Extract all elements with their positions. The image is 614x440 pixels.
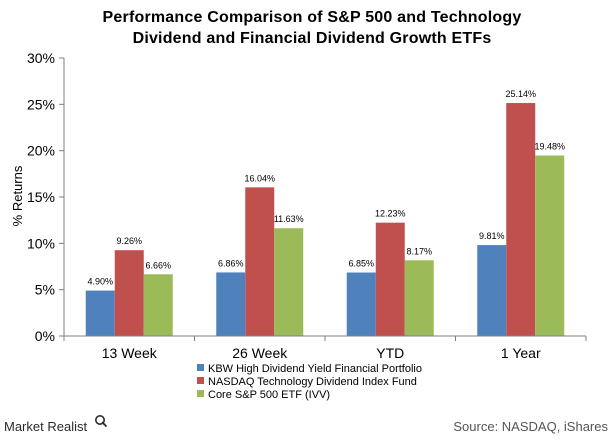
- x-category-label: YTD: [376, 345, 404, 361]
- bar-26-week-series-2: [245, 187, 275, 336]
- data-label: 11.63%: [274, 214, 304, 224]
- data-label: 25.14%: [505, 89, 536, 99]
- bar-13-week-series-2: [114, 250, 144, 336]
- data-label: 4.90%: [87, 277, 113, 287]
- legend-swatch: [197, 390, 204, 397]
- data-label: 6.85%: [348, 259, 374, 269]
- data-label: 6.86%: [218, 258, 244, 268]
- chart-title-line-1: Performance Comparison of S&P 500 and Te…: [103, 9, 522, 26]
- y-tick-label: 15%: [27, 189, 55, 205]
- legend-label: NASDAQ Technology Dividend Index Fund: [208, 376, 417, 388]
- magnifier-q-icon: [95, 415, 107, 427]
- data-label: 8.17%: [406, 246, 432, 256]
- source-note: Source: NASDAQ, iShares: [453, 419, 608, 434]
- legend-label: KBW High Dividend Yield Financial Portfo…: [208, 363, 422, 375]
- y-tick-label: 5%: [35, 282, 55, 298]
- x-category-label: 1 Year: [501, 345, 541, 361]
- bar-26-week-series-3: [274, 228, 304, 336]
- y-tick-label: 0%: [35, 328, 55, 344]
- x-category-label: 26 Week: [232, 345, 288, 361]
- data-label: 12.23%: [375, 209, 406, 219]
- data-label: 19.48%: [534, 141, 565, 151]
- bar-13-week-series-3: [143, 274, 173, 336]
- data-label: 16.04%: [244, 173, 275, 183]
- x-category-label: 13 Week: [102, 345, 158, 361]
- y-tick-label: 30%: [27, 50, 55, 66]
- bar-1-year-series-1: [477, 245, 507, 336]
- chart-title-line-2: Dividend and Financial Dividend Growth E…: [133, 30, 492, 47]
- bar-series: [85, 103, 565, 336]
- bar-1-year-series-2: [506, 103, 536, 336]
- bar-ytd-series-3: [404, 260, 434, 336]
- legend-swatch: [197, 377, 204, 384]
- data-label: 9.81%: [479, 231, 505, 241]
- brand-logo: Market Realist: [4, 415, 107, 434]
- brand-name: Market Realist: [4, 419, 87, 434]
- y-tick-label: 25%: [27, 96, 55, 112]
- data-label: 6.66%: [145, 260, 171, 270]
- y-axis: 0% 5% 10% 15% 20% 25% 30%: [27, 50, 64, 344]
- bar-ytd-series-2: [375, 222, 405, 336]
- x-axis: 13 Week 26 Week YTD 1 Year: [102, 345, 541, 361]
- data-labels: 4.90% 9.26% 6.66% 6.86% 16.04% 11.63% 6.85% 12.…: [87, 89, 565, 287]
- y-axis-title: % Returns: [10, 165, 25, 226]
- bar-26-week-series-1: [216, 272, 246, 336]
- legend: KBW High Dividend Yield Financial Portfo…: [197, 363, 422, 401]
- legend-label: Core S&P 500 ETF (IVV): [208, 389, 330, 401]
- bar-13-week-series-1: [85, 290, 115, 336]
- data-label: 9.26%: [116, 236, 142, 246]
- y-tick-label: 10%: [27, 235, 55, 251]
- legend-swatch: [197, 364, 204, 371]
- y-tick-label: 20%: [27, 143, 55, 159]
- bar-ytd-series-1: [346, 272, 376, 336]
- axis-lines: [63, 58, 587, 341]
- bar-1-year-series-3: [535, 155, 565, 336]
